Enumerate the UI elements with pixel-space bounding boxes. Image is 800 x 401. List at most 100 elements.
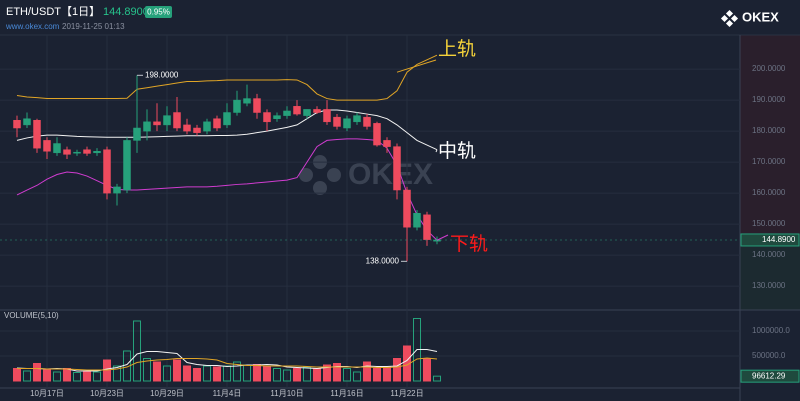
- volume-bar: [273, 368, 281, 382]
- volume-bar: [293, 368, 301, 382]
- candle-body: [293, 106, 301, 115]
- band-annotation: 中轨: [438, 140, 476, 162]
- candle-body: [363, 116, 371, 127]
- candle-body: [403, 189, 411, 228]
- last-price-tag: [740, 233, 800, 247]
- change-badge: [145, 6, 172, 18]
- candle-body: [413, 213, 421, 228]
- volume-bar: [323, 364, 331, 382]
- volume-bar: [353, 371, 361, 382]
- volume-bar: [333, 363, 341, 382]
- volume-bar: [63, 368, 71, 382]
- volume-bar: [183, 365, 191, 382]
- low-label: 138.0000: [366, 256, 400, 265]
- annotation-leader: [396, 59, 437, 73]
- pair-title: ETH/USDT【1日】: [6, 5, 100, 18]
- y-tick-label: 170.0000: [752, 157, 786, 166]
- candle-body: [53, 143, 61, 154]
- watermark: OKEX: [348, 158, 433, 191]
- candle-body: [193, 127, 201, 133]
- candle-body: [213, 118, 221, 129]
- volume-ma-line: [17, 357, 438, 371]
- candle-body: [323, 109, 331, 123]
- candle-body: [373, 123, 381, 146]
- volume-bar: [163, 365, 171, 382]
- band-annotation: 下轨: [450, 233, 488, 255]
- x-tick-label: 10月23日: [90, 389, 124, 398]
- volume-bar: [133, 320, 141, 382]
- x-tick-label: 11月22日: [390, 389, 423, 398]
- candle-body: [383, 140, 391, 147]
- x-tick-label: 10月29日: [150, 389, 184, 398]
- candle-body: [353, 115, 361, 123]
- candle-body: [63, 149, 71, 155]
- candle-body: [83, 149, 91, 154]
- candle-body: [263, 112, 271, 123]
- candle-body: [393, 146, 401, 191]
- volume-bar: [43, 369, 51, 382]
- volume-bar: [253, 364, 261, 382]
- volume-bar: [153, 361, 161, 382]
- candle-body: [43, 140, 51, 152]
- candle-body: [223, 112, 231, 126]
- candle-body: [93, 151, 101, 154]
- volume-bar: [93, 371, 101, 382]
- band-line: [16, 54, 438, 101]
- candle-body: [33, 120, 41, 149]
- volume-bar: [83, 370, 91, 382]
- volume-bar: [73, 372, 81, 382]
- site: www.okex.com: [5, 22, 60, 31]
- logo: OKEX: [742, 9, 779, 24]
- volume-bar: [343, 368, 351, 382]
- last-volume-tag: [740, 369, 800, 383]
- volume-bar: [393, 358, 401, 382]
- high-label: 198.0000: [145, 70, 179, 79]
- volume-bar: [113, 365, 121, 382]
- x-tick-label: 10月17日: [30, 389, 64, 398]
- volume-bar: [173, 359, 181, 382]
- volume-bar: [53, 371, 61, 382]
- last-price-label: 144.8900: [762, 235, 796, 244]
- candle-body: [333, 116, 341, 127]
- candle-body: [103, 149, 111, 194]
- volume-bar: [403, 345, 411, 382]
- candle-body: [173, 112, 181, 129]
- candle-body: [23, 118, 31, 126]
- x-tick-label: 11月10日: [270, 389, 303, 398]
- change: 0.95%: [147, 8, 170, 17]
- volume-bar: [233, 361, 241, 382]
- candle-body: [183, 124, 191, 132]
- y-tick-label: 200.0000: [752, 64, 786, 73]
- candle-body: [123, 140, 131, 191]
- axis-bg-up: [740, 35, 800, 240]
- y-tick-label: 160.0000: [752, 188, 786, 197]
- volume-bar: [283, 369, 291, 382]
- candle-body: [203, 121, 211, 132]
- volume-label: VOLUME(5,10): [4, 311, 59, 320]
- candle-body: [233, 99, 241, 113]
- volume-bar: [33, 363, 41, 382]
- candle-body: [253, 98, 261, 113]
- volume-bar: [263, 365, 271, 382]
- candle-body: [423, 214, 431, 240]
- header-price: 144.8900: [103, 6, 149, 18]
- band-annotation: 上轨: [438, 38, 476, 60]
- watermark-icon: [299, 155, 341, 195]
- volume-bar: [143, 358, 151, 382]
- candle-body: [153, 121, 161, 126]
- volume-bar: [423, 358, 431, 382]
- y-tick-label: 190.0000: [752, 95, 786, 104]
- candle-body: [73, 151, 81, 154]
- candle-body: [163, 115, 171, 126]
- axis-bg-down: [740, 240, 800, 310]
- y-tick-label: 150.0000: [752, 219, 786, 228]
- candle-body: [113, 186, 121, 194]
- volume-bar: [313, 368, 321, 382]
- volume-bar: [373, 368, 381, 382]
- candle-body: [133, 127, 141, 141]
- candle-body: [143, 121, 151, 132]
- volume-tick-label: 1000000.0: [752, 326, 790, 335]
- y-tick-label: 180.0000: [752, 126, 786, 135]
